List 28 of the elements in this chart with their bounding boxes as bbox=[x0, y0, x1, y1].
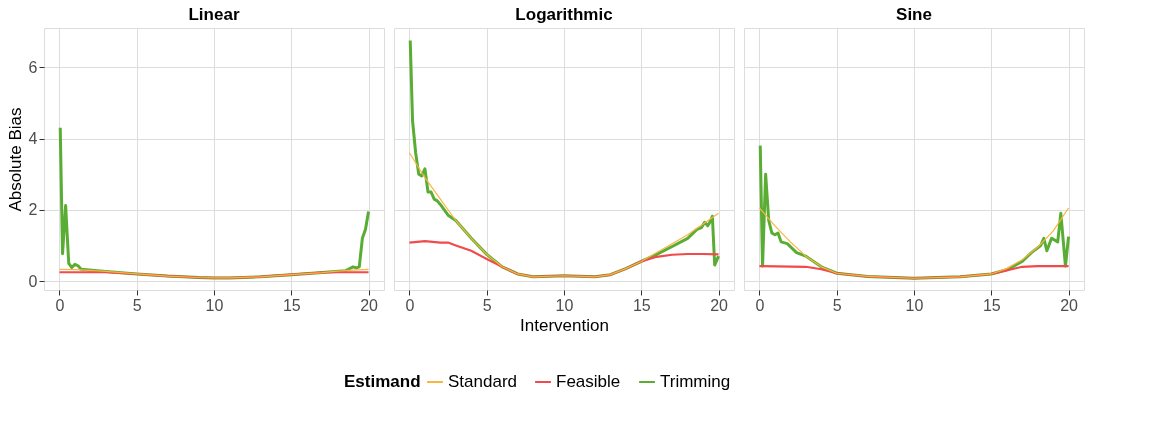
x-tick-label: 15 bbox=[282, 296, 301, 314]
y-tick-label: 2 bbox=[28, 201, 38, 219]
legend-label: Feasible bbox=[556, 372, 621, 391]
x-tick-label: 20 bbox=[710, 296, 729, 314]
chart-title: Logarithmic bbox=[515, 5, 613, 24]
chart-title: Sine bbox=[896, 5, 932, 24]
x-tick-label: 20 bbox=[360, 296, 379, 314]
x-axis-title: Intervention bbox=[520, 315, 609, 335]
chart-title: Linear bbox=[188, 5, 240, 24]
x-tick-label: 5 bbox=[132, 296, 142, 314]
x-tick-label: 0 bbox=[55, 296, 65, 314]
x-tick-label: 5 bbox=[482, 296, 492, 314]
y-tick-label: 6 bbox=[28, 58, 38, 76]
x-tick-label: 10 bbox=[555, 296, 574, 314]
x-tick-label: 20 bbox=[1060, 296, 1079, 314]
legend-label: Trimming bbox=[660, 372, 731, 391]
x-tick-label: 0 bbox=[755, 296, 765, 314]
legend-label: Standard bbox=[448, 372, 517, 391]
y-tick-label: 4 bbox=[28, 130, 38, 147]
x-tick-label: 15 bbox=[982, 296, 1001, 314]
x-tick-label: 10 bbox=[205, 296, 224, 314]
y-axis-title: Absolute Bias bbox=[5, 107, 25, 212]
legend-title: Estimand bbox=[344, 372, 421, 391]
x-tick-label: 0 bbox=[405, 296, 415, 314]
x-tick-label: 10 bbox=[905, 296, 924, 314]
y-tick-label: 0 bbox=[28, 272, 38, 290]
x-tick-label: 5 bbox=[832, 296, 842, 314]
x-tick-label: 15 bbox=[632, 296, 651, 314]
